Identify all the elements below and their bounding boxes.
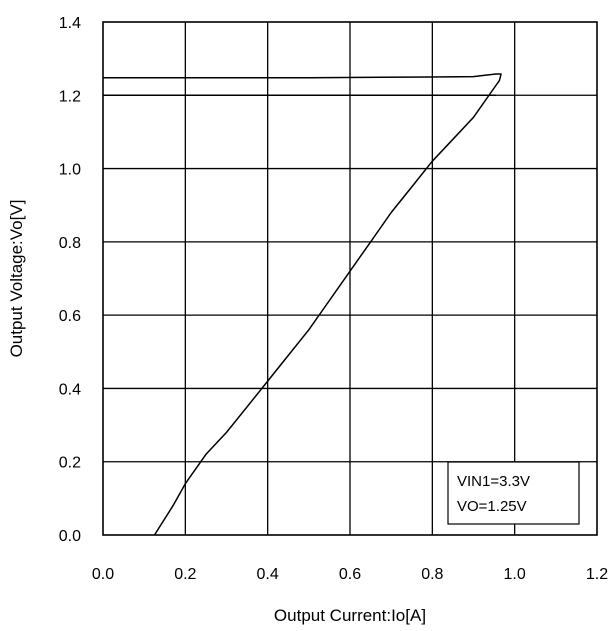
y-tick-label: 1.2 [59,88,81,105]
y-axis-title: Output Voltage:Vo[V] [7,200,26,358]
annotation-box: VIN1=3.3V VO=1.25V [447,461,580,525]
x-axis-title: Output Current:Io[A] [274,606,426,625]
series-group [103,73,502,536]
x-tick-label: 0.0 [92,566,114,583]
x-tick-label: 0.4 [257,566,279,583]
series-line-1 [103,73,502,536]
y-tick-label: 0.8 [59,235,81,252]
annotation-line-1: VIN1=3.3V [457,473,530,490]
y-tick-label: 0.6 [59,308,81,325]
x-tick-label: 0.8 [421,566,443,583]
x-tick-label: 1.0 [504,566,526,583]
x-tick-label: 1.2 [586,566,608,583]
x-tick-label: 0.6 [339,566,361,583]
y-tick-label: 0.4 [59,381,81,398]
y-tick-label: 0.2 [59,455,81,472]
y-tick-labels: 0.0 0.2 0.4 0.6 0.8 1.0 1.2 1.4 [59,15,81,545]
x-tick-labels: 0.0 0.2 0.4 0.6 0.8 1.0 1.2 [92,566,608,583]
y-tick-label: 1.0 [59,162,81,179]
x-tick-label: 0.2 [174,566,196,583]
plot-area [102,21,598,536]
y-tick-label: 0.0 [59,528,81,545]
annotation-box-frame [447,461,580,525]
grid [103,22,597,535]
y-tick-label: 1.4 [59,15,81,32]
annotation-line-2: VO=1.25V [457,498,527,515]
